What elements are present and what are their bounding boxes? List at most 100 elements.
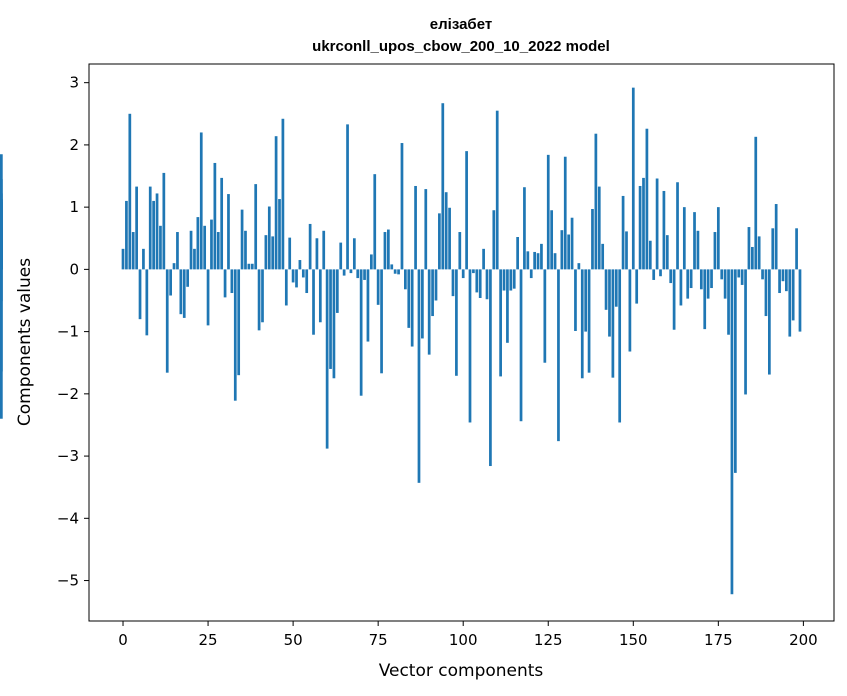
bar-51 [295,269,298,288]
bar-3 [131,232,135,270]
bar-173 [710,269,713,289]
bar-163 [676,182,679,270]
bar-148 [625,231,628,270]
bar-2 [128,113,132,270]
bar-57 [315,238,319,270]
bar-158 [659,269,662,277]
bar-124 [543,269,547,363]
bar-176 [720,269,724,280]
bar-142 [604,269,608,310]
y-axis-label: Components values [15,258,35,426]
bar-157 [655,178,659,270]
bar-8 [148,186,152,270]
bar-126 [550,210,554,270]
bar-127 [553,253,557,270]
y-tick-label: −2 [57,385,79,403]
chart-title-line-1: елізабет [430,16,492,33]
bar-139 [594,133,598,270]
bar-69 [356,269,360,279]
bar-172 [706,269,710,299]
bar-1 [125,200,128,270]
bar-180 [733,269,737,473]
y-tick-label: 1 [69,198,79,216]
bar-174 [713,232,717,270]
bar-81 [397,269,400,275]
bar-114 [509,269,513,291]
bar-183 [744,269,747,395]
bar-115 [512,269,516,289]
bar-196 [788,269,792,337]
bar-152 [638,185,642,270]
bar-128 [557,269,560,442]
bar-153 [642,177,645,270]
bar-79 [390,264,394,270]
bar-19 [186,269,190,287]
bar-102 [468,269,472,423]
bar-189 [764,269,768,317]
bar-32 [230,269,234,294]
bar-94 [441,103,445,270]
bar-17 [179,269,183,315]
bar-177 [723,269,727,299]
bar-42 [264,235,268,270]
bar-53 [301,269,305,278]
bar-31 [227,194,230,270]
bar-135 [580,269,584,379]
bar-89 [424,189,428,270]
bar-6 [142,248,145,270]
bar-121 [533,251,536,270]
bar-58 [318,269,322,323]
bar-197 [791,269,795,321]
x-tick-label: 125 [534,631,563,649]
bar-5 [138,269,142,320]
bar-60 [325,269,329,449]
bar-150 [631,87,635,270]
bar-140 [597,186,601,270]
bar-26 [210,219,213,270]
bar-110 [495,110,499,270]
bar-62 [332,269,336,379]
bar-106 [482,248,485,270]
bar-0 [121,248,125,270]
bar-28 [216,232,220,270]
bar-45 [274,136,278,270]
bar-92 [434,269,438,301]
bar-131 [567,234,571,270]
bar-87 [417,269,421,483]
bar-75 [376,269,380,305]
bar-64 [339,242,343,270]
bar-101 [465,151,468,270]
y-tick-label: 0 [69,260,79,278]
bar-54 [305,269,309,294]
bar-112 [502,269,506,291]
bar-198 [795,228,798,270]
bar-171 [703,269,707,330]
bar-undefined [0,199,3,270]
bar-72 [366,269,370,342]
x-tick-label: 25 [199,631,218,649]
bar-49 [288,237,292,270]
bar-7 [145,269,149,336]
bar-82 [400,143,404,270]
bar-188 [761,269,764,280]
bar-52 [298,260,302,270]
bar-85 [410,269,414,347]
bar-175 [716,207,720,270]
bar-9 [152,200,155,270]
bar-134 [577,263,581,270]
bar-12 [162,172,166,270]
bar-63 [335,269,339,313]
bar-30 [223,269,227,298]
y-tick-label: 3 [69,74,79,92]
bar-39 [254,184,258,270]
bar-130 [563,156,567,270]
bar-13 [165,269,169,373]
bar-84 [407,269,411,328]
bar-10 [155,193,159,270]
x-tick-label: 75 [369,631,388,649]
bar-181 [737,269,741,278]
bar-25 [206,269,210,326]
bar-194 [781,269,785,282]
x-tick-label: 175 [704,631,733,649]
